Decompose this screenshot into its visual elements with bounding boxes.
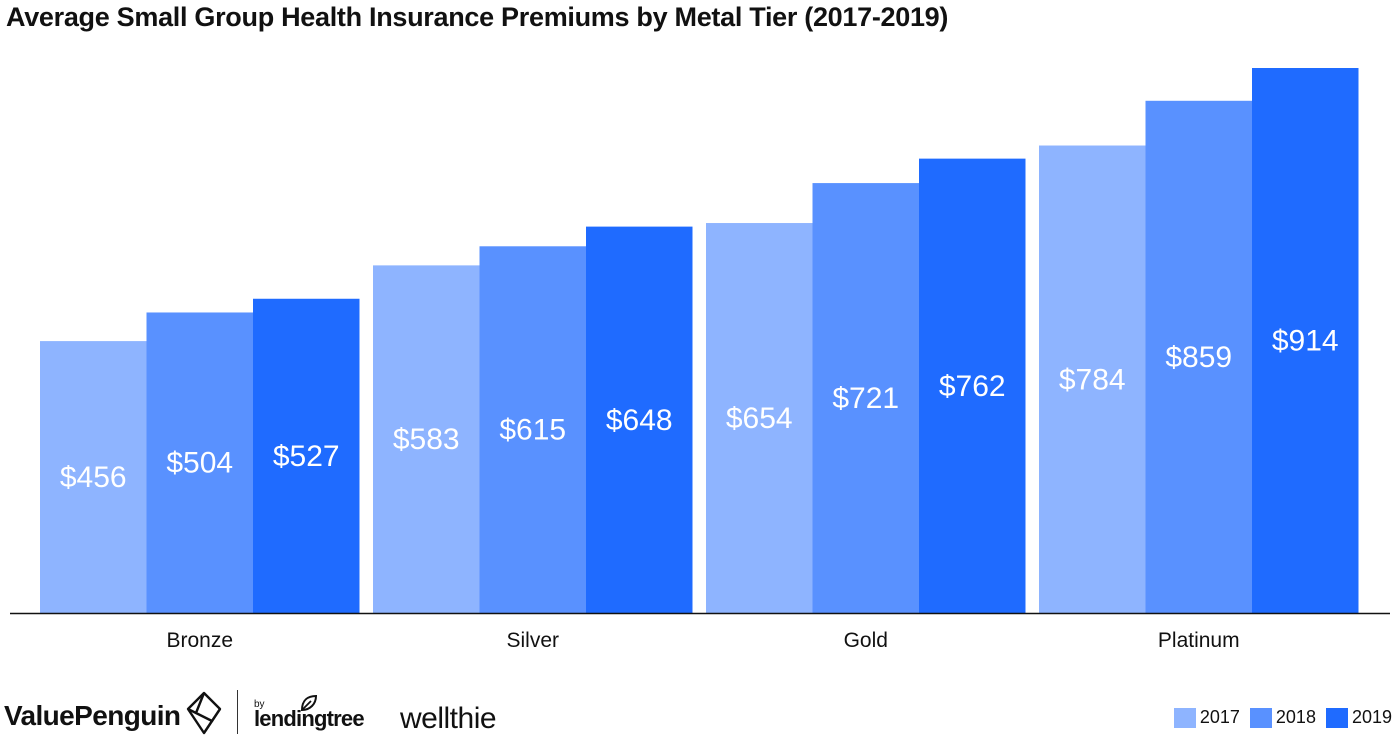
bar-bronze-2018 bbox=[146, 312, 253, 613]
valuepenguin-brand-text: ValuePenguin bbox=[4, 700, 181, 731]
legend-swatch-2017 bbox=[1173, 707, 1196, 728]
brand-divider bbox=[237, 690, 238, 734]
category-label-platinum: Platinum bbox=[1158, 629, 1240, 652]
bar-silver-2019 bbox=[586, 226, 693, 613]
legend-swatch-2018 bbox=[1249, 707, 1272, 728]
bar-chart: $456 $504 $527 Bronze $583 $615 $648 Silver $654… bbox=[10, 68, 1390, 652]
data-label-silver-2019: $648 bbox=[606, 404, 673, 437]
data-label-gold-2018: $721 bbox=[832, 382, 899, 415]
data-label-bronze-2017: $456 bbox=[60, 461, 127, 494]
bar-gold-2017 bbox=[706, 223, 813, 613]
data-label-gold-2017: $654 bbox=[726, 402, 793, 435]
bar-silver-2017 bbox=[373, 265, 480, 613]
legend-item-2017: 2017 bbox=[1173, 707, 1240, 728]
category-label-gold: Gold bbox=[844, 629, 888, 652]
chart-title: Average Small Group Health Insurance Pre… bbox=[6, 2, 949, 32]
legend-item-2019: 2019 bbox=[1325, 707, 1392, 728]
data-label-bronze-2019: $527 bbox=[273, 440, 340, 473]
legend-label-2017: 2017 bbox=[1199, 707, 1240, 727]
data-label-silver-2017: $583 bbox=[393, 423, 460, 456]
lendingtree-leaf-icon bbox=[300, 694, 318, 712]
bar-platinum-2018 bbox=[1145, 100, 1252, 613]
valuepenguin-logo-icon bbox=[186, 691, 222, 735]
bar-gold-2018 bbox=[812, 183, 919, 613]
bar-silver-2018 bbox=[479, 246, 586, 613]
data-label-silver-2018: $615 bbox=[499, 414, 566, 447]
category-label-bronze: Bronze bbox=[166, 629, 233, 652]
data-label-platinum-2019: $914 bbox=[1272, 325, 1339, 358]
bar-bronze-2019 bbox=[253, 298, 360, 613]
bar-platinum-2017 bbox=[1039, 145, 1146, 613]
data-label-gold-2019: $762 bbox=[939, 370, 1006, 403]
bar-bronze-2017 bbox=[40, 341, 147, 613]
data-label-platinum-2017: $784 bbox=[1059, 363, 1126, 396]
wellthie-brand-text: wellthie bbox=[400, 702, 497, 735]
by-text: by bbox=[254, 699, 265, 710]
bar-platinum-2019 bbox=[1252, 68, 1359, 613]
bar-gold-2019 bbox=[919, 158, 1026, 613]
legend-swatch-2019 bbox=[1325, 707, 1348, 728]
data-label-platinum-2018: $859 bbox=[1165, 341, 1232, 374]
legend: 2017 2018 2019 bbox=[1173, 707, 1392, 728]
legend-item-2018: 2018 bbox=[1249, 707, 1316, 728]
category-label-silver: Silver bbox=[506, 629, 559, 652]
legend-label-2018: 2018 bbox=[1275, 707, 1316, 727]
legend-label-2019: 2019 bbox=[1351, 707, 1392, 727]
lendingtree-brand-text: lendingtree bbox=[254, 706, 365, 731]
data-label-bronze-2018: $504 bbox=[166, 447, 233, 480]
